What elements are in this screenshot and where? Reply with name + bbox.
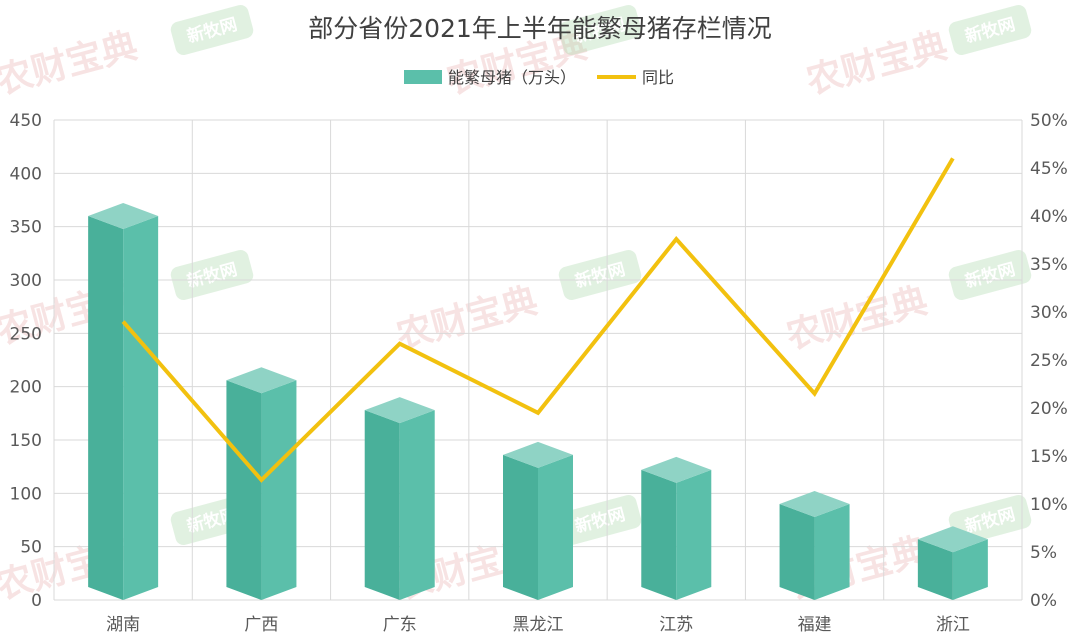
watermark-green-box: [558, 250, 642, 300]
watermark-green-box: [170, 5, 254, 55]
right-axis-ticks: 0% 5% 10% 15% 20% 25% 30% 35% 40% 45% 50%: [1030, 111, 1068, 611]
x-category-label: 浙江: [936, 615, 970, 635]
legend-line-label: 同比: [642, 68, 674, 87]
bar-right-face: [123, 216, 159, 600]
bar-right-face: [261, 380, 297, 600]
legend-bar-label: 能繁母猪（万头）: [448, 68, 576, 87]
x-category-label: 福建: [798, 615, 832, 635]
bar-left-face: [641, 469, 677, 600]
bar-left-face: [364, 410, 400, 600]
x-category-label: 湖南: [106, 615, 140, 635]
bar-top-face: [779, 491, 850, 517]
bar-top-face: [917, 526, 988, 553]
bar-right-face: [399, 410, 435, 600]
y-right-tick-label: 25%: [1030, 351, 1068, 371]
y-left-tick-label: 250: [10, 324, 42, 344]
bar-right-face: [676, 469, 712, 600]
bar-left-face: [226, 380, 262, 600]
watermark-green-box: [558, 5, 642, 55]
watermark-pink: 农财宝典: [392, 280, 542, 357]
bar: [364, 397, 435, 600]
category-labels: 湖南 广西 广东 黑龙江 江苏 福建 浙江: [106, 615, 970, 635]
watermark-green: 新牧网: [948, 250, 1032, 300]
bar: [917, 526, 988, 600]
watermark-green-box: [558, 495, 642, 545]
y-left-tick-label: 300: [10, 271, 42, 291]
bar-left-face: [88, 216, 124, 600]
left-axis-ticks: 0 50 100 150 200 250 300 350 400 450: [10, 111, 42, 611]
bar-left-face: [917, 539, 953, 600]
y-right-tick-label: 20%: [1030, 399, 1068, 419]
watermark-green-box: [948, 5, 1032, 55]
legend: 能繁母猪（万头） 同比: [404, 68, 674, 87]
y-right-tick-label: 5%: [1030, 543, 1057, 563]
legend-bar-swatch: [404, 70, 442, 84]
bar-right-face: [814, 504, 850, 600]
y-left-tick-label: 50: [20, 538, 42, 558]
y-right-tick-label: 0%: [1030, 591, 1057, 611]
y-left-tick-label: 0: [31, 591, 42, 611]
bar-top-face: [88, 203, 159, 229]
y-left-tick-label: 200: [10, 378, 42, 398]
x-category-label: 江苏: [659, 615, 693, 635]
y-left-tick-label: 100: [10, 484, 42, 504]
y-left-tick-label: 150: [10, 431, 42, 451]
bar-right-face: [538, 454, 573, 600]
bar: [641, 456, 712, 600]
y-right-tick-label: 35%: [1030, 255, 1068, 275]
y-left-tick-label: 450: [10, 111, 42, 131]
watermark-pink: 农财宝典: [802, 25, 952, 102]
watermark-green-box: [948, 250, 1032, 300]
line-series: [121, 157, 955, 483]
bar-left-face: [779, 504, 815, 600]
y-right-tick-label: 30%: [1030, 303, 1068, 323]
bar-top-face: [641, 456, 712, 483]
bar-top-face: [364, 397, 435, 424]
watermark-green: 新牧网: [170, 250, 254, 300]
x-category-label: 广西: [244, 615, 278, 635]
bar: [503, 441, 573, 600]
gridlines: [53, 119, 1023, 601]
y-right-tick-label: 40%: [1030, 207, 1068, 227]
bar: [226, 367, 297, 600]
bar-series: [88, 203, 988, 600]
bar: [779, 491, 850, 600]
y-right-tick-label: 50%: [1030, 111, 1068, 131]
watermark-green-box: [170, 250, 254, 300]
watermark-green: 新牧网: [558, 5, 642, 55]
bar-right-face: [952, 539, 988, 600]
watermark-green: 新牧网: [170, 5, 254, 55]
watermark-green: 新牧网: [948, 5, 1032, 55]
bar-top-face: [503, 441, 573, 468]
y-left-tick-label: 400: [10, 164, 42, 184]
bar-top-face: [226, 367, 297, 394]
y-right-tick-label: 45%: [1030, 159, 1068, 179]
y-right-tick-label: 10%: [1030, 495, 1068, 515]
x-category-label: 黑龙江: [513, 615, 564, 635]
y-right-tick-label: 15%: [1030, 447, 1068, 467]
watermark-green: 新牧网: [558, 495, 642, 545]
chart-title: 部分省份2021年上半年能繁母猪存栏情况: [308, 14, 772, 43]
bar: [88, 203, 159, 600]
y-left-tick-label: 350: [10, 218, 42, 238]
watermark-pink: 农财宝典: [0, 25, 142, 102]
bar-left-face: [503, 454, 538, 600]
x-category-label: 广东: [383, 615, 417, 635]
watermark-green: 新牧网: [558, 250, 642, 300]
